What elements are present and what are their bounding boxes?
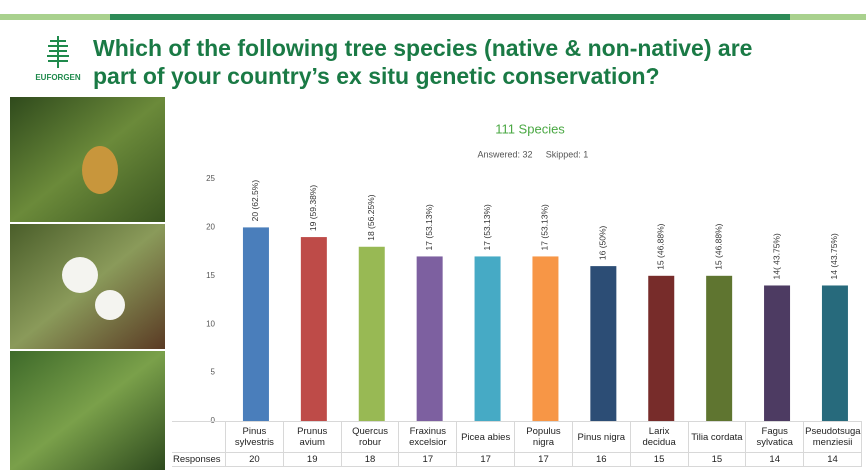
chart: EUFORGEN Which of the following tree spe…: [0, 0, 866, 470]
response-count: 17: [515, 453, 573, 467]
bar: [648, 276, 674, 421]
category-label: Pinus nigra: [572, 422, 630, 453]
response-count: 18: [341, 453, 399, 467]
value-label: 20 (62.5%): [250, 180, 260, 222]
response-count: 15: [630, 453, 688, 467]
bar: [359, 247, 385, 421]
top-stripe: [0, 14, 110, 20]
photo-flower: [95, 290, 125, 320]
category-label: Pinus sylvestris: [226, 422, 284, 453]
y-tick-label: 10: [206, 319, 215, 328]
bar: [590, 266, 616, 421]
value-label: 18 (56.25%): [366, 194, 376, 240]
y-tick-label: 20: [206, 223, 215, 232]
value-label: 17 (53.13%): [424, 204, 434, 250]
response-count: 14: [804, 453, 862, 467]
response-count: 16: [572, 453, 630, 467]
response-count: 19: [283, 453, 341, 467]
value-label: 16 (50%): [598, 225, 608, 260]
response-count: 17: [399, 453, 457, 467]
blank-cell: [172, 422, 226, 453]
top-stripe: [110, 14, 790, 20]
bar: [706, 276, 732, 421]
title-line: part of your country’s ex situ genetic c…: [93, 63, 660, 89]
value-label: 15 (46.88%): [656, 223, 666, 269]
bar: [417, 256, 443, 421]
value-label: 17 (53.13%): [482, 204, 492, 250]
value-label: 17 (53.13%): [540, 204, 550, 250]
bar: [764, 285, 790, 421]
category-label: Fraxinus excelsior: [399, 422, 457, 453]
bar: [475, 256, 501, 421]
value-label: 14 (43.75%): [829, 233, 839, 279]
bar: [532, 256, 558, 421]
y-tick-label: 5: [211, 368, 216, 377]
logo-text: EUFORGEN: [35, 73, 81, 82]
response-count: 20: [226, 453, 284, 467]
value-label: 19 (59.38%): [308, 185, 318, 231]
response-count: 15: [688, 453, 746, 467]
top-stripe: [790, 14, 866, 20]
response-count: 17: [457, 453, 515, 467]
logo-icon: [47, 36, 69, 68]
category-label: Populus nigra: [515, 422, 573, 453]
photo-oak: [10, 351, 165, 470]
slide: EUFORGEN Which of the following tree spe…: [0, 0, 866, 470]
annotation: Skipped: 1: [546, 149, 589, 159]
value-label: 14( 43.75%): [771, 233, 781, 279]
bar: [301, 237, 327, 421]
category-label: Prunus avium: [283, 422, 341, 453]
annotation: Answered: 32: [477, 149, 532, 159]
chart-title: 111 Species: [495, 121, 565, 136]
bar: [243, 227, 269, 421]
category-label: Larix decidua: [630, 422, 688, 453]
category-label: Quercus robur: [341, 422, 399, 453]
photo-flower: [62, 257, 98, 293]
category-label: Fagus sylvatica: [746, 422, 804, 453]
photo-cone: [82, 146, 118, 194]
row-label: Responses: [172, 453, 226, 467]
bar: [822, 285, 848, 421]
y-tick-label: 25: [206, 174, 215, 183]
response-count: 14: [746, 453, 804, 467]
y-tick-label: 15: [206, 271, 215, 280]
category-label: Tilia cordata: [688, 422, 746, 453]
title-line: Which of the following tree species (nat…: [93, 35, 752, 61]
category-label: Pseudotsuga menziesii: [804, 422, 862, 453]
value-label: 15 (46.88%): [713, 223, 723, 269]
category-label: Picea abies: [457, 422, 515, 453]
